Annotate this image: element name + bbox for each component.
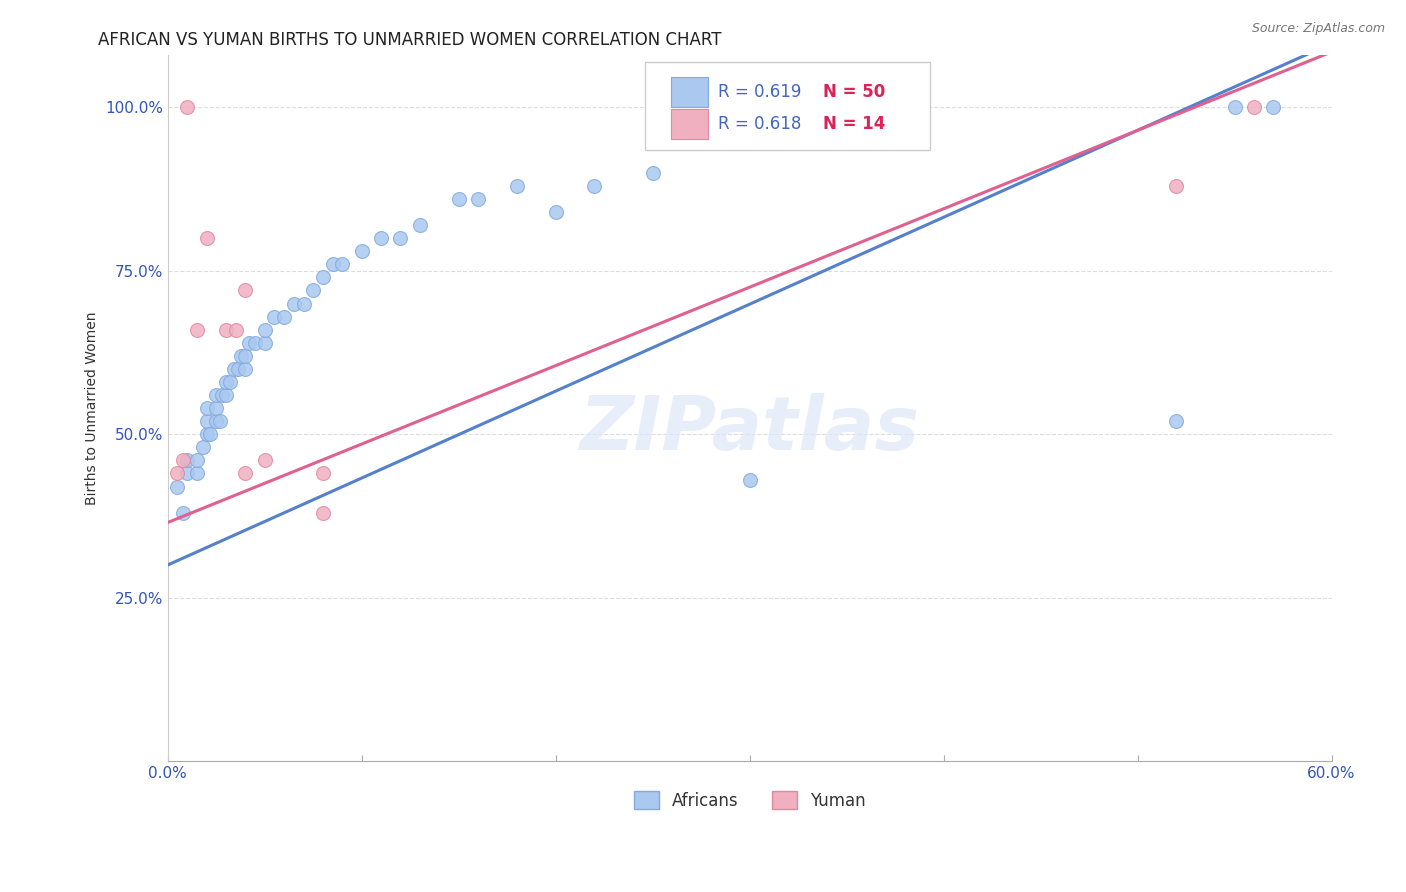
Point xyxy=(176,453,198,467)
Point xyxy=(273,310,295,324)
Point xyxy=(253,453,276,467)
Point xyxy=(312,270,335,285)
Point xyxy=(506,178,529,193)
Point xyxy=(409,218,432,232)
Point xyxy=(283,296,305,310)
Point xyxy=(641,166,664,180)
Text: Source: ZipAtlas.com: Source: ZipAtlas.com xyxy=(1251,22,1385,36)
Point xyxy=(218,375,240,389)
Point xyxy=(370,231,392,245)
Point xyxy=(233,467,256,481)
Point xyxy=(544,205,567,219)
Point xyxy=(186,467,208,481)
FancyBboxPatch shape xyxy=(671,110,707,139)
Point xyxy=(233,349,256,363)
Point xyxy=(205,388,228,402)
Point xyxy=(330,257,353,271)
Point xyxy=(166,467,188,481)
Point xyxy=(1166,414,1188,428)
Point xyxy=(191,440,214,454)
Point xyxy=(222,362,245,376)
Point xyxy=(1243,100,1265,114)
Point xyxy=(200,427,222,442)
Point xyxy=(467,192,489,206)
Text: R = 0.619: R = 0.619 xyxy=(718,83,801,101)
Point xyxy=(302,284,325,298)
Point xyxy=(1223,100,1246,114)
Point xyxy=(211,388,233,402)
Point xyxy=(447,192,470,206)
Point xyxy=(233,362,256,376)
Point xyxy=(263,310,285,324)
Point xyxy=(253,335,276,350)
Point xyxy=(253,323,276,337)
Point xyxy=(209,414,232,428)
Point xyxy=(205,401,228,416)
Point xyxy=(322,257,344,271)
Text: ZIPatlas: ZIPatlas xyxy=(579,392,920,466)
Point xyxy=(233,284,256,298)
Point xyxy=(312,506,335,520)
Y-axis label: Births to Unmarried Women: Births to Unmarried Women xyxy=(86,311,100,505)
Point xyxy=(166,479,188,493)
Point xyxy=(215,388,238,402)
Text: R = 0.618: R = 0.618 xyxy=(718,115,801,133)
Point xyxy=(205,414,228,428)
Point xyxy=(176,100,198,114)
FancyBboxPatch shape xyxy=(645,62,929,151)
Point xyxy=(195,231,218,245)
Point xyxy=(738,473,761,487)
Point xyxy=(176,467,198,481)
Point xyxy=(195,427,218,442)
FancyBboxPatch shape xyxy=(671,77,707,106)
Point xyxy=(215,323,238,337)
Point xyxy=(238,335,260,350)
Point xyxy=(312,467,335,481)
Text: N = 50: N = 50 xyxy=(823,83,886,101)
Point xyxy=(1263,100,1285,114)
Point xyxy=(215,375,238,389)
Point xyxy=(186,453,208,467)
Point xyxy=(172,453,194,467)
Point xyxy=(292,296,315,310)
Point xyxy=(226,362,249,376)
Point xyxy=(195,401,218,416)
Text: AFRICAN VS YUMAN BIRTHS TO UNMARRIED WOMEN CORRELATION CHART: AFRICAN VS YUMAN BIRTHS TO UNMARRIED WOM… xyxy=(98,31,721,49)
Point xyxy=(172,506,194,520)
Point xyxy=(583,178,606,193)
Point xyxy=(243,335,266,350)
Point xyxy=(195,414,218,428)
Text: N = 14: N = 14 xyxy=(823,115,886,133)
Point xyxy=(350,244,373,259)
Legend: Africans, Yuman: Africans, Yuman xyxy=(627,785,873,816)
Point xyxy=(231,349,253,363)
Point xyxy=(1166,178,1188,193)
Point xyxy=(389,231,412,245)
Point xyxy=(186,323,208,337)
Point xyxy=(225,323,247,337)
